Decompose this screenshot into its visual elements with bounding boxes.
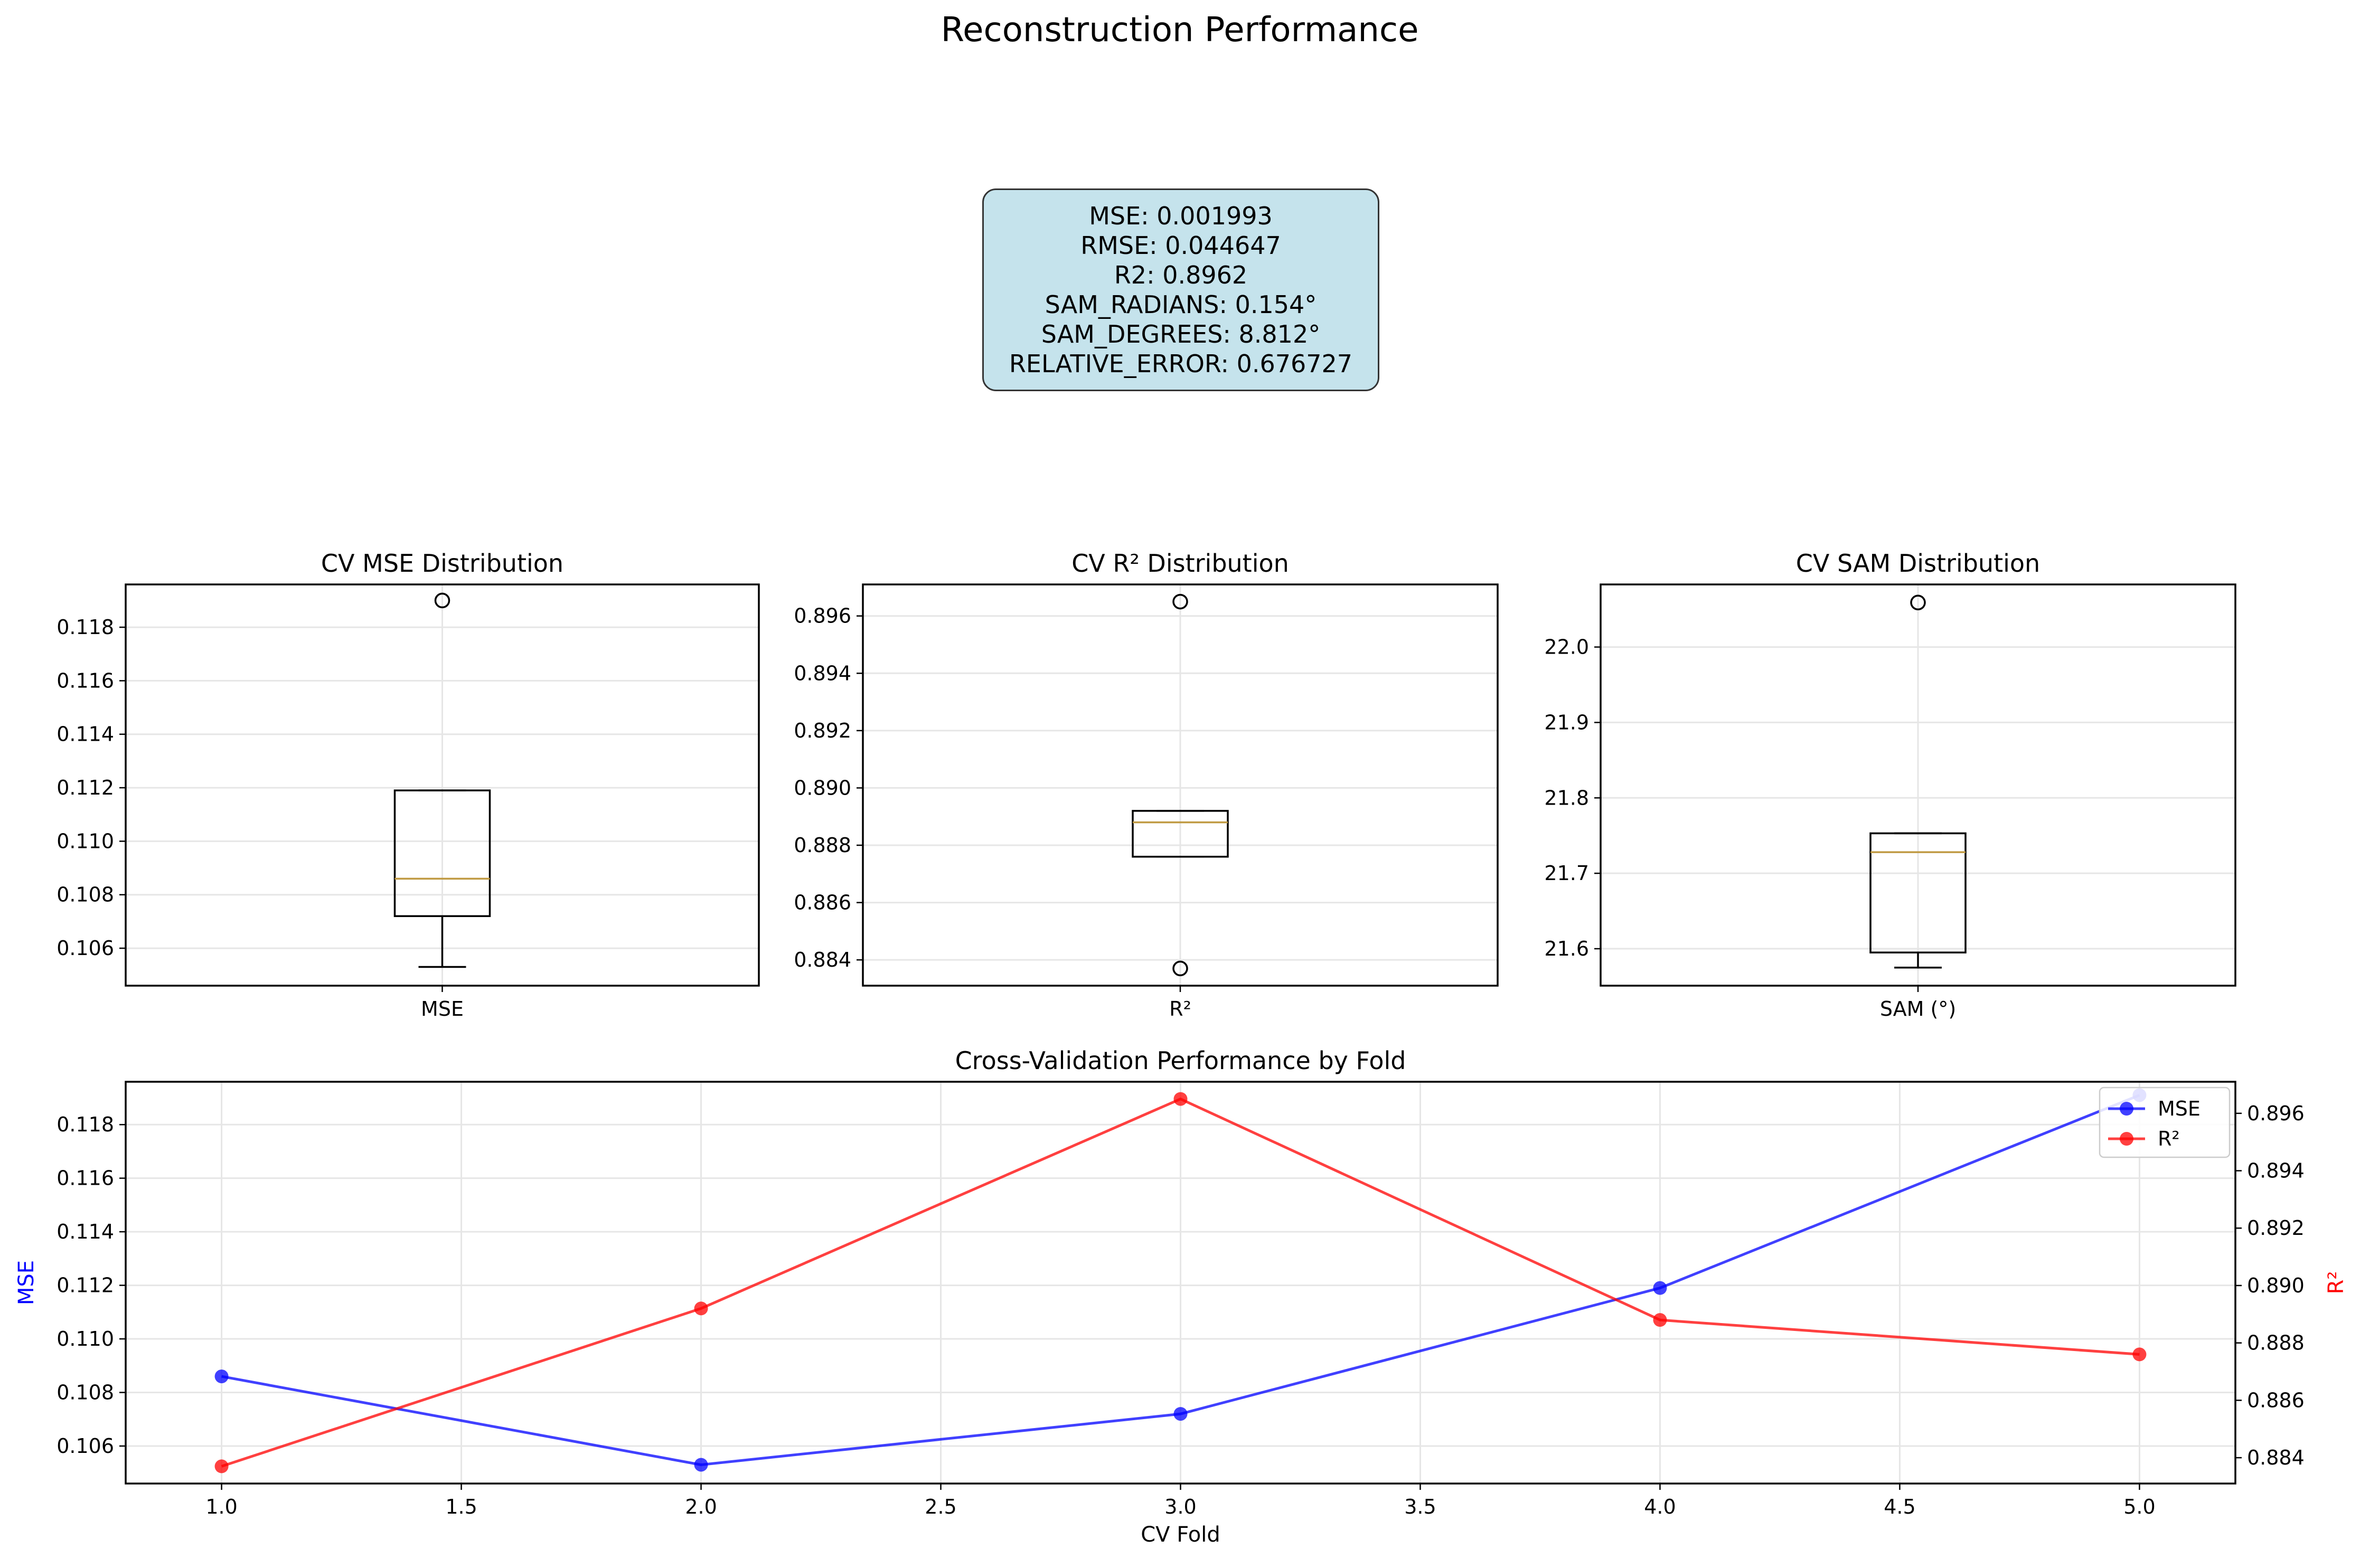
y-tick-label-right: 0.896 [2247,1102,2305,1125]
y-tick-label-left: 0.108 [57,1381,114,1404]
box-iqr [1869,832,1967,953]
outlier-point [1172,960,1188,977]
y-axis-label-left: MSE [14,1260,39,1305]
metric-sam-radians: SAM_RADIANS: 0.154° [1045,290,1317,319]
y-tick-label-right: 0.894 [2247,1159,2305,1183]
y-tick-label-right: 0.892 [2247,1216,2305,1240]
x-tick-label: 5.0 [2123,1495,2155,1518]
x-tick-label: SAM (°) [1880,997,1956,1021]
x-tick-label: 3.0 [1164,1495,1196,1518]
data-point-r2 [694,1301,708,1316]
axes-frame [125,1081,2236,1485]
y-tick-label: 0.108 [57,883,114,906]
y-tick-label: 21.9 [1544,711,1589,734]
legend-swatch-marker [2120,1132,2133,1146]
y-tick-label-left: 0.114 [57,1220,114,1243]
panel-title: CV SAM Distribution [1796,549,2040,578]
y-tick-label: 0.112 [57,776,114,799]
x-tick-label: R² [1169,997,1191,1021]
y-tick-label-right: 0.888 [2247,1331,2305,1355]
y-tick-label: 22.0 [1544,636,1589,659]
y-tick-label: 0.106 [57,937,114,960]
y-tick-label-right: 0.886 [2247,1388,2305,1412]
y-tick-label: 0.116 [57,669,114,692]
x-tick-label: 2.0 [685,1495,717,1518]
legend-label-mse: MSE [2158,1097,2201,1120]
data-point-mse [1173,1407,1188,1421]
y-tick-label-right: 0.890 [2247,1274,2305,1297]
panel-title: CV MSE Distribution [321,549,563,578]
boxplot-panel-2: 0.884 0.886 0.888 0.890 0.892 0.894 0.896 R² CV … [794,549,1499,1021]
figure-title: Reconstruction Performance [941,11,1419,50]
y-tick-label: 0.888 [794,834,851,857]
x-tick-label: 1.0 [205,1495,237,1518]
y-tick-label: 0.894 [794,662,851,685]
y-tick-label-left: 0.118 [57,1113,114,1136]
y-tick-label: 21.7 [1544,862,1589,885]
x-tick-label: 4.0 [1644,1495,1676,1518]
y-tick-label: 0.884 [794,948,851,971]
y-tick-label: 0.892 [794,719,851,742]
x-tick-label: 4.5 [1884,1495,1915,1518]
x-tick-label: 2.5 [925,1495,956,1518]
x-tick-label: 1.5 [445,1495,477,1518]
x-axis-label: CV Fold [1141,1523,1220,1547]
data-point-r2 [2132,1347,2147,1362]
legend-swatch-marker [2120,1102,2133,1116]
boxplot-panel-1: 0.106 0.108 0.110 0.112 0.114 0.116 0.118 MSE CV… [57,549,760,1021]
y-tick-label: 21.6 [1544,937,1589,960]
panel-title: CV R² Distribution [1071,549,1289,578]
data-point-mse [694,1458,708,1472]
x-tick-label: MSE [421,997,464,1021]
metric-rmse: RMSE: 0.044647 [1080,231,1281,260]
metric-mse: MSE: 0.001993 [1089,202,1273,230]
outlier-point [434,592,450,609]
y-tick-label: 0.118 [57,616,114,639]
y-tick-label: 0.890 [794,776,851,799]
y-tick-label: 21.8 [1544,786,1589,809]
box-iqr [1132,810,1229,858]
metric-sam-degrees: SAM_DEGREES: 8.812° [1041,320,1321,348]
data-point-r2 [214,1459,229,1473]
box-iqr [393,789,491,918]
x-tick-label: 3.5 [1404,1495,1436,1518]
y-tick-label-left: 0.116 [57,1167,114,1190]
outlier-point [1910,594,1926,611]
legend: MSE R² [2099,1087,2231,1158]
y-tick-label-right: 0.884 [2247,1446,2305,1469]
metric-relative-error: RELATIVE_ERROR: 0.676727 [1009,350,1353,378]
outlier-point [1172,593,1188,610]
y-tick-label: 0.114 [57,723,114,746]
y-tick-label-left: 0.110 [57,1327,114,1350]
data-point-r2 [1173,1092,1188,1106]
boxplot-panel-3: 21.6 21.7 21.8 21.9 22.0 SAM (°) CV SAM Distri… [1544,549,2236,1021]
panel-title: Cross-Validation Performance by Fold [955,1046,1406,1075]
y-tick-label: 0.886 [794,891,851,914]
y-tick-label: 0.110 [57,829,114,853]
y-tick-label-left: 0.112 [57,1274,114,1297]
y-tick-label: 0.896 [794,604,851,628]
metrics-summary-box: MSE: 0.001993 RMSE: 0.044647 R2: 0.8962 … [982,188,1379,391]
data-point-r2 [1653,1313,1667,1327]
data-point-mse [214,1369,229,1384]
data-point-mse [1653,1281,1667,1295]
y-tick-label-left: 0.106 [57,1434,114,1458]
metric-r2: R2: 0.8962 [1114,261,1248,289]
fold-performance-panel: 1.0 1.5 2.0 2.5 3.0 3.5 4.0 4.5 5.0 0.106 0.108 0.1… [14,1046,2348,1547]
y-axis-label-right: R² [2324,1271,2348,1295]
legend-label-r2: R² [2158,1127,2180,1150]
